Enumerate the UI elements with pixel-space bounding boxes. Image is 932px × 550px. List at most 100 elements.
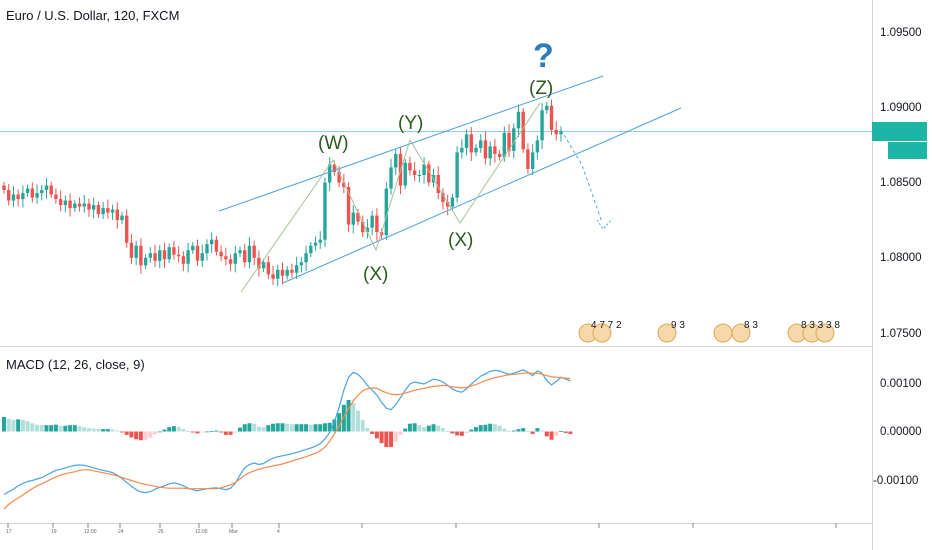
- candle-body: [162, 250, 167, 260]
- candle-body: [375, 215, 379, 233]
- candle-body: [214, 239, 219, 252]
- macd-histogram-bar: [124, 431, 129, 435]
- macd-histogram-bar: [535, 428, 540, 432]
- candle-body: [110, 209, 115, 213]
- candle-body: [181, 256, 186, 264]
- candle-body: [2, 185, 6, 191]
- macd-histogram-bar: [455, 431, 460, 436]
- macd-tick-label: -0.00100: [873, 475, 918, 487]
- channel-lower-line: [282, 107, 682, 284]
- us-flag-icon[interactable]: [815, 323, 835, 343]
- candle-body: [115, 209, 119, 221]
- macd-histogram-bar: [91, 428, 96, 432]
- candle-body: [365, 227, 370, 233]
- candle-body: [238, 250, 242, 254]
- macd-histogram-bar: [351, 402, 356, 432]
- macd-histogram-bar: [195, 431, 200, 434]
- candle-body: [266, 262, 271, 275]
- candle-body: [96, 205, 101, 215]
- macd-histogram-bar: [530, 431, 535, 434]
- macd-histogram-bar: [474, 427, 478, 432]
- event-badge-group[interactable]: 4 7 7 2: [578, 320, 622, 343]
- macd-histogram-bar: [153, 431, 158, 435]
- candle-body: [30, 188, 35, 198]
- candle-body: [285, 269, 289, 276]
- event-badge-group[interactable]: 8 3: [713, 320, 758, 343]
- candle-body: [497, 153, 502, 157]
- macd-histogram-bar: [176, 427, 181, 432]
- candle-body: [488, 146, 492, 159]
- macd-histogram-bar: [138, 431, 143, 441]
- event-badge-group[interactable]: 8 3 3 3 8: [787, 320, 840, 343]
- macd-histogram-bar: [511, 430, 516, 432]
- candle-body: [502, 132, 507, 157]
- candle-body: [342, 182, 346, 188]
- candle-body: [25, 188, 30, 194]
- candle-body: [58, 199, 63, 206]
- event-badge-group[interactable]: 9 3: [657, 320, 685, 343]
- candle-body: [450, 197, 455, 207]
- candle-body: [271, 274, 275, 279]
- us-flag-icon[interactable]: [731, 323, 751, 343]
- macd-histogram-bar: [521, 428, 526, 432]
- macd-histogram-bar: [502, 428, 507, 432]
- macd-histogram-bar: [318, 424, 323, 432]
- candle-body: [228, 259, 233, 264]
- candle-body: [120, 215, 124, 221]
- macd-histogram-bar: [275, 423, 280, 432]
- macd-histogram-bar: [327, 422, 332, 432]
- question-mark: ?: [533, 37, 554, 75]
- macd-histogram-bar: [157, 431, 162, 433]
- candle-body: [54, 194, 58, 200]
- us-flag-icon[interactable]: [592, 323, 612, 343]
- candle-body: [545, 105, 549, 111]
- macd-histogram-bar: [294, 424, 299, 432]
- macd-histogram-bar: [219, 431, 224, 433]
- macd-tick-label: 0.00000: [880, 426, 922, 438]
- macd-histogram-bar: [129, 431, 134, 438]
- macd-histogram-bar: [242, 424, 247, 432]
- candle-body: [455, 152, 459, 198]
- macd-histogram-bar: [105, 429, 110, 432]
- candle-body: [361, 221, 365, 233]
- candle-body: [247, 245, 252, 263]
- macd-histogram-bar: [379, 431, 384, 444]
- macd-histogram-bar: [322, 423, 327, 432]
- candle-body: [384, 188, 389, 236]
- macd-histogram-bar: [186, 431, 191, 432]
- macd-histogram-bar: [332, 419, 337, 432]
- macd-histogram-bar: [200, 431, 205, 433]
- candle-body: [35, 193, 39, 198]
- macd-histogram-bar: [450, 431, 455, 434]
- macd-histogram-bar: [120, 431, 124, 433]
- macd-histogram-bar: [374, 431, 379, 439]
- macd-histogram-bar: [271, 423, 276, 432]
- macd-histogram-bar: [2, 416, 6, 432]
- macd-histogram-bar: [337, 413, 342, 432]
- candle-body: [224, 256, 228, 260]
- macd-histogram-bar: [558, 431, 563, 432]
- candle-body: [143, 257, 148, 266]
- macd-histogram-bar: [44, 425, 49, 432]
- macd-histogram-bar: [483, 424, 488, 432]
- time-tick-label: 12:00: [195, 529, 208, 535]
- candle-body: [290, 269, 294, 273]
- candle-body: [40, 190, 44, 194]
- macd-histogram-layer: [2, 399, 573, 448]
- wave-label-x1: (X): [363, 264, 388, 285]
- candle-body: [441, 193, 445, 203]
- candle-body: [87, 203, 91, 210]
- candle-body: [134, 245, 138, 258]
- macd-histogram-bar: [469, 429, 474, 432]
- macd-histogram-bar: [440, 428, 445, 432]
- time-tick-label: 24: [118, 529, 124, 535]
- eu-flag-icon[interactable]: [713, 323, 733, 343]
- candle-body: [379, 232, 384, 236]
- macd-histogram-bar: [252, 423, 257, 432]
- macd-histogram-bar: [417, 425, 422, 432]
- us-flag-icon[interactable]: [657, 323, 677, 343]
- candle-body: [403, 162, 407, 186]
- price-tick-label: 1.09000: [880, 102, 922, 114]
- macd-histogram-bar: [39, 425, 44, 432]
